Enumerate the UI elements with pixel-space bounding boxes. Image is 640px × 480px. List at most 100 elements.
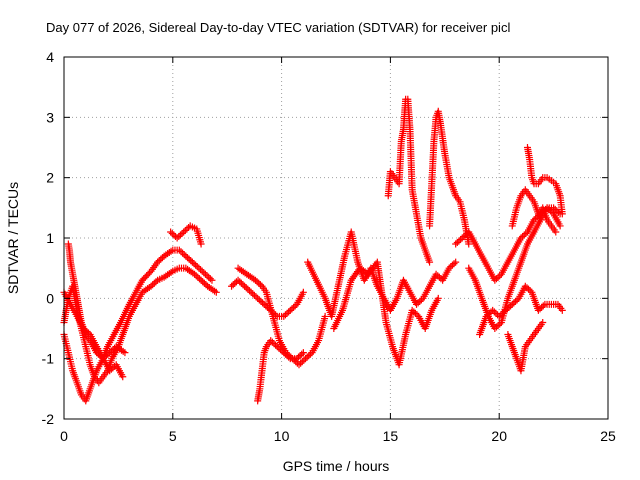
data-point — [492, 323, 500, 331]
data-point — [197, 266, 205, 274]
data-point — [291, 302, 299, 310]
data-point — [168, 229, 176, 237]
data-point — [497, 311, 505, 319]
data-point — [532, 214, 540, 222]
data-point — [519, 232, 527, 240]
data-point — [482, 312, 490, 320]
data-point — [175, 232, 183, 240]
y-axis-label: SDTVAR / TECUs — [5, 182, 21, 294]
data-point — [294, 353, 302, 361]
data-point — [157, 255, 165, 263]
data-point — [193, 263, 201, 271]
data-point — [242, 284, 250, 292]
data-point — [414, 299, 422, 307]
data-point — [298, 358, 306, 366]
data-point — [302, 355, 310, 363]
data-point — [534, 306, 542, 314]
data-point — [109, 346, 117, 354]
data-point — [492, 309, 500, 317]
data-point — [296, 352, 304, 360]
data-point — [435, 273, 443, 281]
data-point — [460, 232, 468, 240]
data-point — [303, 353, 311, 361]
series-track-e — [167, 222, 205, 248]
data-point — [277, 346, 285, 354]
data-point — [517, 234, 525, 242]
data-point — [256, 281, 264, 289]
data-point — [522, 229, 530, 237]
data-point — [81, 326, 89, 334]
data-point — [201, 270, 209, 278]
data-point — [299, 349, 307, 357]
data-point — [432, 270, 440, 278]
data-point — [417, 296, 425, 304]
data-point — [416, 297, 424, 305]
data-point — [273, 343, 281, 351]
data-point — [170, 231, 178, 239]
data-point — [523, 284, 531, 292]
data-point — [410, 308, 418, 316]
data-point — [305, 352, 313, 360]
data-point — [500, 308, 508, 316]
data-point — [212, 288, 220, 296]
data-point — [260, 300, 268, 308]
data-point — [199, 278, 207, 286]
y-tick-label: 4 — [46, 49, 54, 65]
data-point — [465, 240, 473, 248]
series-track-h — [254, 337, 307, 405]
data-point — [554, 208, 562, 216]
data-point — [457, 236, 465, 244]
data-point — [558, 306, 566, 314]
data-point — [259, 299, 267, 307]
data-point — [203, 272, 211, 280]
data-point — [185, 255, 193, 263]
data-point — [200, 269, 208, 277]
data-point — [272, 341, 280, 349]
data-point — [255, 279, 263, 287]
data-point — [450, 260, 458, 268]
data-point — [484, 311, 492, 319]
data-point — [510, 299, 518, 307]
grid-lines — [64, 57, 608, 419]
data-point — [239, 281, 247, 289]
data-point — [180, 251, 188, 259]
data-point — [306, 350, 314, 358]
data-point — [552, 228, 560, 236]
data-point — [426, 258, 434, 266]
data-point — [458, 234, 466, 242]
data-point — [192, 272, 200, 280]
series-track-d — [60, 288, 127, 381]
data-point — [447, 263, 455, 271]
data-point — [119, 373, 127, 381]
data-point — [556, 222, 564, 230]
data-point — [176, 231, 184, 239]
series-track-g — [234, 264, 329, 369]
data-point — [200, 279, 208, 287]
data-point — [526, 287, 534, 295]
data-point — [178, 229, 186, 237]
x-tick-label: 10 — [274, 428, 290, 444]
data-point — [485, 309, 493, 317]
data-point — [408, 306, 416, 314]
data-point — [494, 273, 502, 281]
data-point — [155, 257, 163, 265]
data-point — [512, 297, 520, 305]
data-point — [491, 276, 499, 284]
y-tick-label: 1 — [46, 230, 54, 246]
data-point — [107, 347, 115, 355]
data-point — [229, 281, 237, 289]
data-point — [187, 257, 195, 265]
data-point — [278, 347, 286, 355]
data-point — [150, 279, 158, 287]
series-track-m — [452, 204, 564, 284]
data-point — [539, 302, 547, 310]
data-point — [539, 318, 547, 326]
data-point — [188, 258, 196, 266]
chart-title: Day 077 of 2026, Sidereal Day-to-day VTE… — [46, 20, 510, 35]
data-point — [285, 308, 293, 316]
data-point — [195, 275, 203, 283]
series-track-p — [504, 318, 547, 375]
data-point — [494, 321, 502, 329]
data-point — [495, 312, 503, 320]
data-point — [83, 328, 91, 336]
